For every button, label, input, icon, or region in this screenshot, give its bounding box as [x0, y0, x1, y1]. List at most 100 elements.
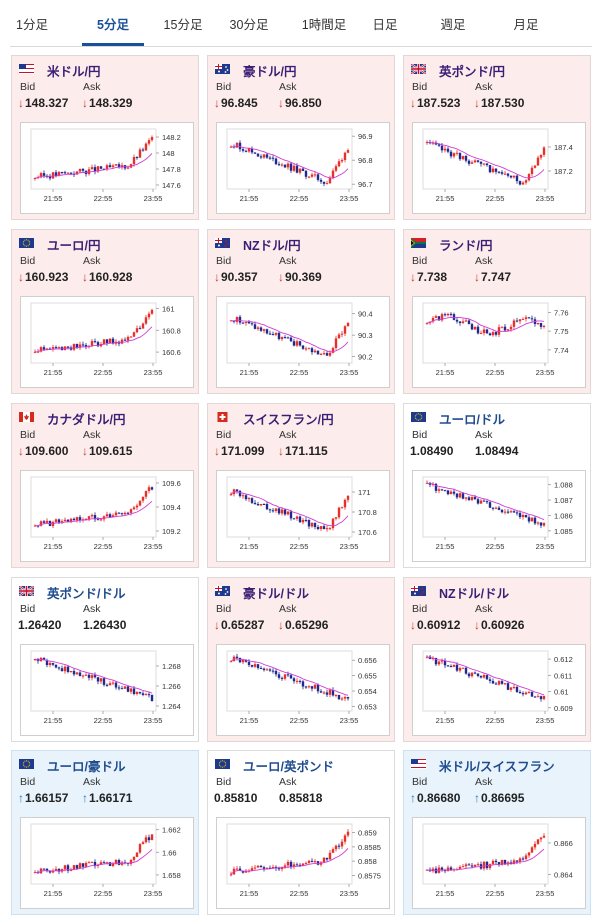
rate-card-eur-gbp[interactable]: ユーロ/英ポンド Bid Ask 0.85810 0.85818 0.859 0.8585 0…	[207, 750, 395, 915]
y-tick-label: 0.656	[358, 656, 377, 665]
candle-body	[476, 673, 480, 677]
flag-au-icon	[215, 586, 230, 596]
pair-title[interactable]: 豪ドル/円	[243, 65, 297, 79]
candle-body	[470, 324, 474, 330]
pair-title[interactable]: 豪ドル/ドル	[243, 587, 309, 601]
candle-body	[51, 663, 55, 665]
rate-card-cad-jpy[interactable]: カナダドル/円 Bid Ask ↓109.600 ↓109.615 109.6 109.4 1…	[11, 403, 199, 568]
mini-candlestick-chart[interactable]: 187.4 187.2 21:55 22:55 23:55	[412, 122, 586, 214]
bid-label: Bid	[20, 603, 36, 615]
rate-card-gbp-jpy[interactable]: 英ポンド/円 Bid Ask ↓187.523 ↓187.530 187.4 187.2 21…	[403, 55, 591, 220]
candle-body	[491, 168, 495, 173]
pair-title[interactable]: ユーロ/豪ドル	[47, 760, 126, 774]
flag-eu-icon	[411, 412, 426, 422]
rate-card-nzd-usd[interactable]: NZドル/ドル Bid Ask ↓0.60912 ↓0.60926 0.612 0.611 0…	[403, 577, 591, 742]
ask-label: Ask	[83, 603, 101, 615]
chart-svg: 187.4 187.2 21:55 22:55 23:55	[422, 128, 573, 203]
pair-title[interactable]: NZドル/ドル	[439, 587, 510, 601]
bid-value: ↓187.523	[410, 96, 460, 110]
moving-average-line	[426, 316, 545, 333]
candle-body	[33, 525, 37, 527]
rate-card-chf-jpy[interactable]: スイスフラン/円 Bid Ask ↓171.099 ↓171.115 171 170.8 17…	[207, 403, 395, 568]
candle-body	[283, 337, 287, 339]
pair-title[interactable]: ユーロ/ドル	[439, 413, 505, 427]
rate-card-gbp-usd[interactable]: 英ポンド/ドル Bid Ask 1.26420 1.26430 1.268 1.266 1.2…	[11, 577, 199, 742]
pair-title[interactable]: スイスフラン/円	[243, 413, 334, 427]
tab-timeframe[interactable]: 1分足	[16, 18, 48, 32]
candle-body	[126, 686, 130, 692]
mini-candlestick-chart[interactable]: 1.268 1.266 1.264 21:55 22:55 23:55	[20, 644, 194, 736]
tab-timeframe[interactable]: 月足	[513, 18, 539, 32]
tab-timeframe[interactable]: 30分足	[229, 18, 269, 32]
chart-svg: 0.866 0.864 21:55 22:55 23:55	[422, 823, 573, 898]
candle-body	[446, 313, 450, 316]
bid-label: Bid	[20, 255, 36, 267]
rate-card-usd-chf[interactable]: 米ドル/スイスフラン Bid Ask ↑0.86680 ↑0.86695 0.866 0.8…	[403, 750, 591, 915]
mini-candlestick-chart[interactable]: 0.656 0.655 0.654 0.653 21:55 22:55 23:55	[216, 644, 390, 736]
rate-card-aud-jpy[interactable]: 豪ドル/円 Bid Ask ↓96.845 ↓96.850 96.9 96.8 96.7 21:…	[207, 55, 395, 220]
candle-body	[114, 164, 118, 166]
candle-body	[147, 140, 151, 144]
rate-card-eur-usd[interactable]: ユーロ/ドル Bid Ask 1.08490 1.08494 1.088 1.087 1.08…	[403, 403, 591, 568]
candle-body	[78, 344, 82, 348]
pair-title[interactable]: カナダドル/円	[47, 413, 126, 427]
pair-title[interactable]: ユーロ/英ポンド	[243, 760, 334, 774]
candle-body	[437, 661, 441, 665]
mini-candlestick-chart[interactable]: 109.6 109.4 109.2 21:55 22:55 23:55	[20, 470, 194, 562]
candle-body	[247, 321, 251, 324]
candle-body	[138, 149, 142, 158]
rate-card-eur-aud[interactable]: ユーロ/豪ドル Bid Ask ↑1.66157 ↑1.66171 1.662 1.66 1.…	[11, 750, 199, 915]
tab-timeframe[interactable]: 週足	[440, 18, 466, 32]
mini-candlestick-chart[interactable]: 148.2 148 147.8 147.6 21:55 22:55 23:55	[20, 122, 194, 214]
pair-title[interactable]: NZドル/円	[243, 239, 301, 253]
candle-body	[256, 865, 260, 868]
pair-title[interactable]: 米ドル/円	[47, 65, 101, 79]
candle-body	[461, 156, 465, 160]
x-tick-label: 21:55	[240, 716, 259, 725]
candle-body	[253, 664, 257, 667]
candle-body	[126, 512, 130, 514]
mini-candlestick-chart[interactable]: 7.76 7.75 7.74 21:55 22:55 23:55	[412, 296, 586, 388]
mini-candlestick-chart[interactable]: 0.859 0.8585 0.858 0.8575 21:55 22:55 23:55	[216, 817, 390, 909]
pair-title[interactable]: ユーロ/円	[47, 239, 101, 253]
candle-body	[509, 175, 513, 178]
mini-candlestick-chart[interactable]: 0.612 0.611 0.61 0.609 21:55 22:55 23:55	[412, 644, 586, 736]
candle-body	[238, 868, 242, 871]
candle-body	[464, 667, 468, 674]
mini-candlestick-chart[interactable]: 0.866 0.864 21:55 22:55 23:55	[412, 817, 586, 909]
mini-candlestick-chart[interactable]: 171 170.8 170.6 21:55 22:55 23:55	[216, 470, 390, 562]
mini-candlestick-chart[interactable]: 1.088 1.087 1.086 1.085 21:55 22:55 23:55	[412, 470, 586, 562]
rate-card-aud-usd[interactable]: 豪ドル/ドル Bid Ask ↓0.65287 ↓0.65296 0.656 0.655 0.…	[207, 577, 395, 742]
pair-title[interactable]: ランド/円	[439, 239, 493, 253]
tab-timeframe[interactable]: 日足	[372, 18, 398, 32]
candle-body	[500, 859, 504, 865]
pair-title[interactable]: 英ポンド/円	[439, 65, 505, 79]
mini-candlestick-chart[interactable]: 1.662 1.66 1.658 21:55 22:55 23:55	[20, 817, 194, 909]
mini-candlestick-chart[interactable]: 96.9 96.8 96.7 21:55 22:55 23:55	[216, 122, 390, 214]
tab-timeframe[interactable]: 15分足	[163, 18, 203, 32]
candle-body	[289, 163, 293, 171]
rate-card-usd-jpy[interactable]: 米ドル/円 Bid Ask ↓148.327 ↓148.329 148.2 148 147.8…	[11, 55, 199, 220]
flag-eu-icon	[19, 238, 34, 248]
tab-timeframe[interactable]: 1時間足	[301, 18, 347, 32]
y-tick-label: 170.6	[358, 528, 377, 537]
candle-body	[527, 174, 531, 181]
candle-body	[150, 694, 154, 702]
mini-candlestick-chart[interactable]: 161 160.8 160.6 21:55 22:55 23:55	[20, 296, 194, 388]
candle-body	[66, 865, 70, 871]
candle-body	[337, 507, 341, 518]
x-tick-label: 22:55	[290, 368, 309, 377]
tab-timeframe[interactable]: 5分足	[82, 6, 144, 46]
pair-title[interactable]: 米ドル/スイスフラン	[439, 760, 555, 774]
candle-body	[45, 868, 49, 872]
pair-title[interactable]: 英ポンド/ドル	[47, 587, 126, 601]
rate-card-eur-jpy[interactable]: ユーロ/円 Bid Ask ↓160.923 ↓160.928 161 160.8 160.6…	[11, 229, 199, 394]
arrow-down-icon: ↓	[82, 444, 88, 458]
mini-candlestick-chart[interactable]: 90.4 90.3 90.2 21:55 22:55 23:55	[216, 296, 390, 388]
rate-card-zar-jpy[interactable]: ランド/円 Bid Ask ↓7.738 ↓7.747 7.76 7.75 7.74 21:55…	[403, 229, 591, 394]
bid-value-text: 0.86680	[417, 791, 461, 805]
candle-body	[473, 497, 477, 500]
rate-card-nzd-jpy[interactable]: NZドル/円 Bid Ask ↓90.357 ↓90.369 90.4 90.3 90.2 21…	[207, 229, 395, 394]
candle-body	[506, 511, 510, 513]
candle-body	[81, 168, 85, 171]
